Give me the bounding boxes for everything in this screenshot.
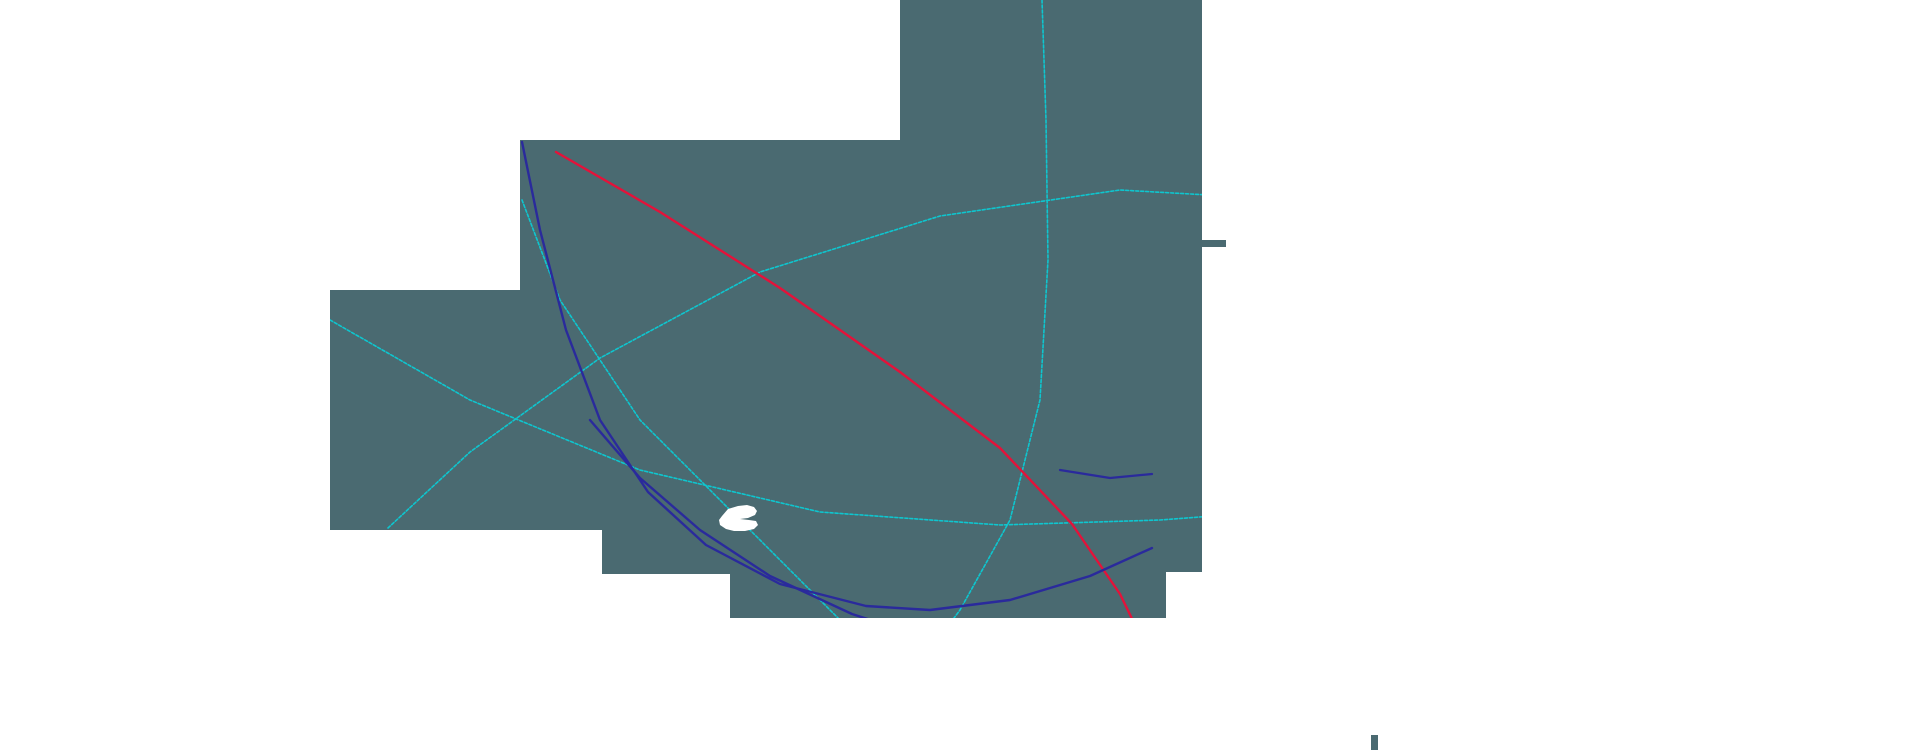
tile-r2-c1[interactable] — [330, 290, 520, 530]
tile-edge-right[interactable] — [1202, 240, 1226, 247]
tile-r2-c4[interactable] — [900, 290, 1166, 572]
tile-r1-c3[interactable] — [602, 140, 900, 290]
tile-r0-c5[interactable] — [1200, 0, 1202, 172]
tile-r1-c2[interactable] — [520, 140, 602, 290]
tile-r2-c5[interactable] — [1166, 290, 1202, 572]
tile-r0-c4[interactable] — [900, 0, 1200, 172]
tile-r3-c4[interactable] — [900, 572, 1166, 618]
tile-fragment-bottom[interactable] — [1371, 735, 1378, 750]
tile-r1-c4[interactable] — [900, 172, 1202, 290]
tile-r2-c2[interactable] — [520, 290, 900, 530]
tile-r3-c3[interactable] — [730, 574, 900, 618]
tile-r3-c2[interactable] — [602, 530, 900, 574]
